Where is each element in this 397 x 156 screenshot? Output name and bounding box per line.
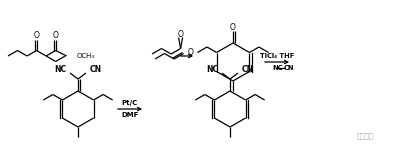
Text: Pt/C: Pt/C: [122, 100, 138, 106]
Text: CN: CN: [242, 66, 254, 75]
Text: DMF: DMF: [121, 112, 139, 118]
Text: O: O: [187, 48, 193, 57]
Text: O: O: [53, 31, 59, 40]
Text: NC: NC: [54, 66, 66, 75]
Text: TiCl₄ THF: TiCl₄ THF: [260, 53, 294, 59]
Text: CN: CN: [284, 65, 295, 71]
Text: O: O: [230, 24, 236, 32]
Text: OCH₃: OCH₃: [77, 53, 95, 59]
Text: 萤礼化学: 萤礼化学: [357, 133, 374, 139]
Text: O: O: [177, 30, 183, 39]
Text: CN: CN: [90, 66, 102, 75]
Text: NC: NC: [206, 66, 218, 75]
Text: O: O: [34, 31, 40, 40]
Text: NC: NC: [272, 65, 283, 71]
